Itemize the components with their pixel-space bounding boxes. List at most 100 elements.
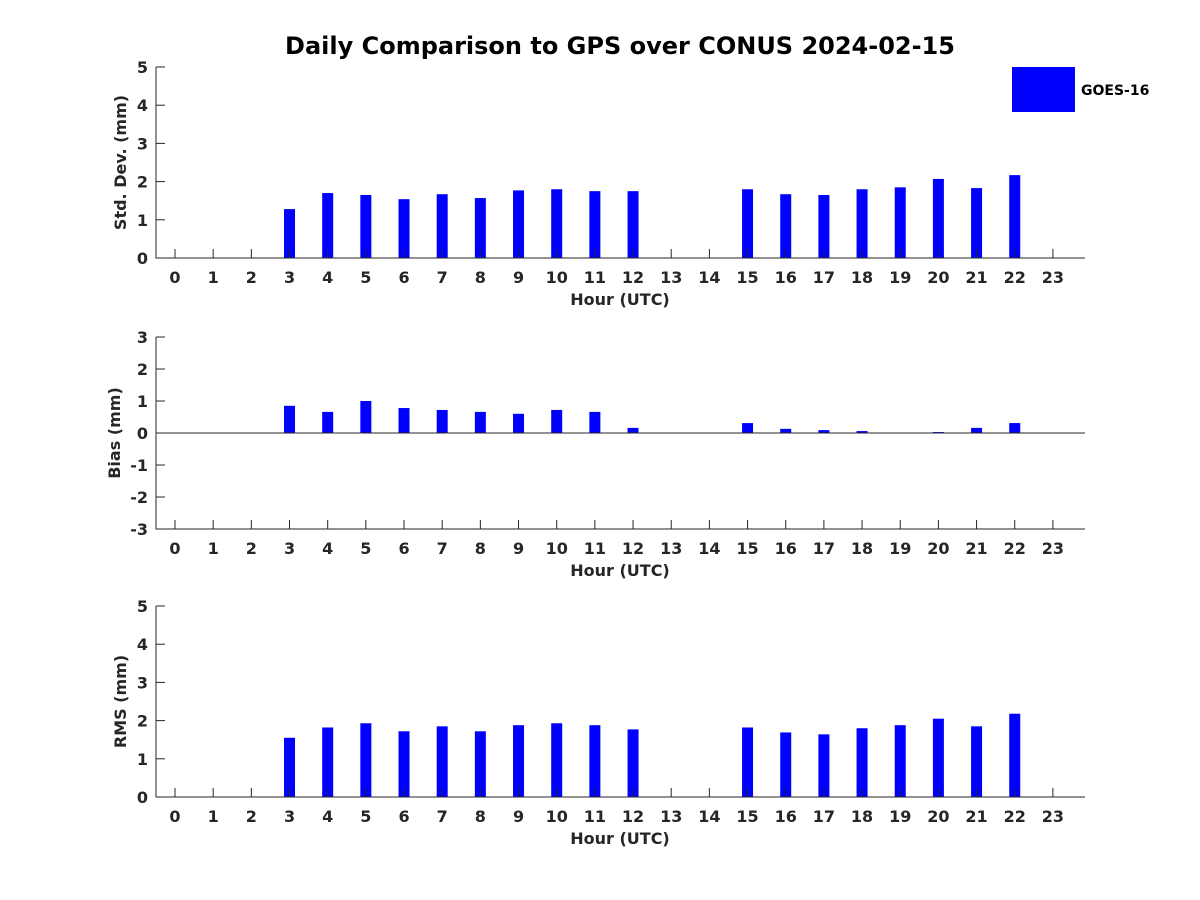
y-tick-label-std-dev: 2 bbox=[137, 173, 148, 192]
bar-std-dev-hour-10 bbox=[551, 189, 563, 258]
bar-std-dev-hour-17 bbox=[818, 194, 830, 258]
x-tick-label-std-dev: 12 bbox=[622, 268, 644, 287]
x-ticks-std-dev: 0 1 2 3 4 5 6 7 8 9 10 11 12 13 14 15 16 17 18 19 20 21 22 23 bbox=[169, 249, 1064, 287]
x-axis-label-rms: Hour (UTC) bbox=[570, 829, 670, 848]
y-tick-label-bias: 1 bbox=[137, 392, 148, 411]
bar-rms-hour-4 bbox=[322, 727, 334, 797]
x-tick-label-std-dev: 10 bbox=[546, 268, 568, 287]
x-tick-label-rms: 20 bbox=[927, 807, 949, 826]
x-tick-label-bias: 16 bbox=[775, 539, 797, 558]
y-tick-label-std-dev: 0 bbox=[137, 249, 148, 268]
x-tick-label-rms: 11 bbox=[584, 807, 606, 826]
y-tick-label-rms: 2 bbox=[137, 712, 148, 731]
x-tick-label-rms: 9 bbox=[513, 807, 524, 826]
x-tick-label-std-dev: 23 bbox=[1042, 268, 1064, 287]
bar-rms-hour-5 bbox=[360, 723, 372, 797]
x-axis-label-std-dev: Hour (UTC) bbox=[570, 290, 670, 309]
x-tick-label-bias: 1 bbox=[208, 539, 219, 558]
bar-rms-hour-16 bbox=[780, 732, 792, 797]
axes-rms bbox=[155, 606, 1085, 798]
x-tick-label-rms: 12 bbox=[622, 807, 644, 826]
bar-rms-hour-6 bbox=[398, 731, 410, 797]
x-tick-label-rms: 4 bbox=[322, 807, 333, 826]
x-tick-label-std-dev: 15 bbox=[736, 268, 758, 287]
y-tick-label-rms: 4 bbox=[137, 635, 148, 654]
x-tick-label-bias: 4 bbox=[322, 539, 333, 558]
bar-bias-hour-18 bbox=[856, 431, 868, 433]
bar-bias-hour-10 bbox=[551, 409, 563, 433]
bars-bias bbox=[284, 401, 1021, 433]
x-tick-label-bias: 2 bbox=[246, 539, 257, 558]
x-tick-label-bias: 20 bbox=[927, 539, 949, 558]
x-tick-label-bias: 12 bbox=[622, 539, 644, 558]
x-tick-label-rms: 21 bbox=[965, 807, 987, 826]
bar-std-dev-hour-8 bbox=[474, 198, 486, 258]
x-tick-label-rms: 6 bbox=[398, 807, 409, 826]
x-tick-label-std-dev: 7 bbox=[437, 268, 448, 287]
bar-bias-hour-4 bbox=[322, 411, 334, 433]
x-tick-label-std-dev: 1 bbox=[208, 268, 219, 287]
bar-bias-hour-16 bbox=[780, 428, 792, 433]
axes-std-dev bbox=[155, 67, 1085, 259]
bar-bias-hour-7 bbox=[436, 409, 448, 433]
y-tick-label-std-dev: 1 bbox=[137, 211, 148, 230]
bar-std-dev-hour-21 bbox=[971, 188, 983, 258]
bar-std-dev-hour-4 bbox=[322, 193, 334, 258]
x-tick-label-bias: 11 bbox=[584, 539, 606, 558]
x-tick-label-rms: 5 bbox=[360, 807, 371, 826]
x-tick-label-bias: 15 bbox=[736, 539, 758, 558]
x-tick-label-std-dev: 8 bbox=[475, 268, 486, 287]
legend: GOES-16 bbox=[1012, 67, 1149, 112]
x-tick-label-std-dev: 18 bbox=[851, 268, 873, 287]
bar-std-dev-hour-18 bbox=[856, 189, 868, 258]
y-tick-label-std-dev: 3 bbox=[137, 134, 148, 153]
y-tick-label-bias: 0 bbox=[137, 424, 148, 443]
bar-bias-hour-22 bbox=[1009, 423, 1021, 433]
legend-label-goes-16: GOES-16 bbox=[1081, 83, 1149, 99]
y-tick-label-rms: 3 bbox=[137, 673, 148, 692]
x-tick-label-std-dev: 19 bbox=[889, 268, 911, 287]
x-tick-label-std-dev: 5 bbox=[360, 268, 371, 287]
x-tick-label-bias: 9 bbox=[513, 539, 524, 558]
bar-rms-hour-20 bbox=[932, 718, 944, 797]
x-tick-label-bias: 6 bbox=[398, 539, 409, 558]
bar-std-dev-hour-11 bbox=[589, 191, 601, 258]
x-tick-label-std-dev: 0 bbox=[169, 268, 180, 287]
y-tick-label-bias: -1 bbox=[130, 456, 148, 475]
x-tick-label-std-dev: 13 bbox=[660, 268, 682, 287]
x-tick-label-bias: 23 bbox=[1042, 539, 1064, 558]
x-tick-label-rms: 23 bbox=[1042, 807, 1064, 826]
bar-bias-hour-3 bbox=[284, 405, 296, 433]
x-tick-label-bias: 13 bbox=[660, 539, 682, 558]
x-tick-label-rms: 1 bbox=[208, 807, 219, 826]
bar-rms-hour-7 bbox=[436, 726, 448, 797]
bar-std-dev-hour-3 bbox=[284, 209, 296, 258]
bar-std-dev-hour-20 bbox=[932, 178, 944, 258]
x-tick-label-bias: 7 bbox=[437, 539, 448, 558]
x-tick-label-std-dev: 6 bbox=[398, 268, 409, 287]
x-tick-label-std-dev: 3 bbox=[284, 268, 295, 287]
bar-rms-hour-8 bbox=[474, 731, 486, 797]
y-tick-label-std-dev: 4 bbox=[137, 96, 148, 115]
bar-std-dev-hour-6 bbox=[398, 199, 410, 258]
y-tick-label-rms: 5 bbox=[137, 597, 148, 616]
x-tick-label-rms: 2 bbox=[246, 807, 257, 826]
bar-std-dev-hour-7 bbox=[436, 194, 448, 258]
x-tick-label-rms: 22 bbox=[1004, 807, 1026, 826]
y-ticks-std-dev: 0 1 2 3 4 5 bbox=[137, 58, 165, 268]
chart-title: Daily Comparison to GPS over CONUS 2024-… bbox=[285, 32, 955, 60]
y-tick-label-bias: 2 bbox=[137, 360, 148, 379]
y-ticks-rms: 0 1 2 3 4 5 bbox=[137, 597, 165, 807]
x-ticks-bias: 0 1 2 3 4 5 6 7 8 9 10 11 12 13 14 15 16 17 18 19 20 21 22 23 bbox=[169, 520, 1064, 558]
bar-bias-hour-11 bbox=[589, 411, 601, 433]
bar-std-dev-hour-9 bbox=[513, 190, 525, 258]
bar-std-dev-hour-15 bbox=[742, 189, 754, 258]
bar-bias-hour-15 bbox=[742, 423, 754, 433]
x-tick-label-std-dev: 21 bbox=[965, 268, 987, 287]
x-axis-label-bias: Hour (UTC) bbox=[570, 561, 670, 580]
x-tick-label-bias: 5 bbox=[360, 539, 371, 558]
x-tick-label-rms: 0 bbox=[169, 807, 180, 826]
y-tick-label-rms: 0 bbox=[137, 788, 148, 807]
